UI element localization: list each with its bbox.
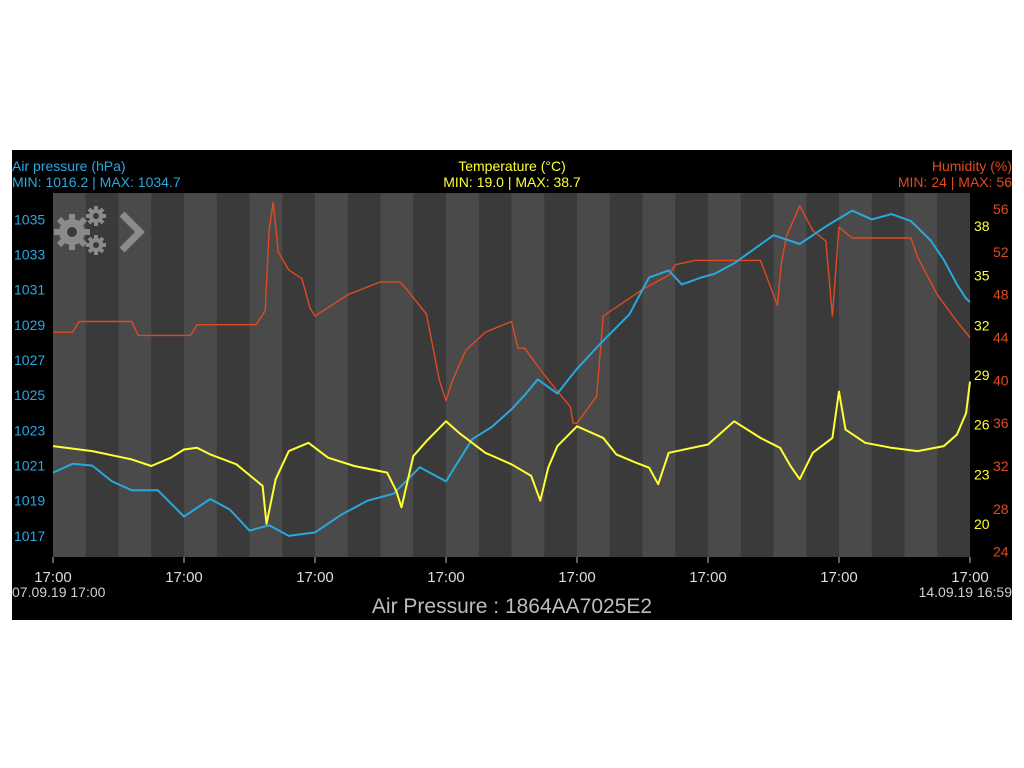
- grid-band: [216, 193, 250, 557]
- humidity-tick-label: 40: [993, 372, 1009, 388]
- temperature-tick-label: 38: [974, 218, 990, 234]
- temperature-legend: Temperature (°C) MIN: 19.0 | MAX: 38.7: [12, 158, 1012, 190]
- pressure-tick-label: 1023: [14, 422, 45, 438]
- humidity-line: [53, 201, 971, 424]
- x-tick-label: 17:00: [34, 569, 72, 586]
- temperature-tick-label: 29: [974, 367, 990, 383]
- pressure-tick-label: 1033: [14, 247, 45, 263]
- x-tick-label: 17:00: [689, 569, 727, 586]
- temperature-series-name: Temperature (°C): [458, 158, 566, 174]
- grid-band: [151, 193, 184, 557]
- grid-band: [478, 193, 512, 557]
- settings-button[interactable]: [52, 202, 112, 258]
- humidity-tick-label: 56: [993, 201, 1009, 217]
- pressure-tick-label: 1017: [14, 528, 45, 544]
- humidity-tick-label: 48: [993, 287, 1009, 303]
- range-end: 14.09.19 16:59: [918, 584, 1012, 600]
- pressure-legend: Air pressure (hPa) MIN: 1016.2 | MAX: 10…: [12, 158, 181, 190]
- humidity-tick-label: 28: [993, 501, 1009, 517]
- range-start: 07.09.19 17:00: [12, 584, 106, 600]
- humidity-series-name: Humidity (%): [931, 158, 1012, 174]
- pressure-tick-label: 1025: [14, 387, 45, 403]
- grid-band: [937, 193, 970, 557]
- temperature-tick-label: 23: [974, 466, 990, 482]
- pressure-tick-label: 1031: [14, 282, 45, 298]
- chart-panel: Air pressure (hPa) MIN: 1016.2 | MAX: 10…: [12, 150, 1012, 620]
- humidity-tick-label: 24: [993, 544, 1009, 560]
- humidity-tick-label: 32: [993, 458, 1009, 474]
- next-button[interactable]: [116, 210, 146, 254]
- x-tick-label: 17:00: [165, 569, 203, 586]
- pressure-tick-label: 1027: [14, 352, 45, 368]
- x-tick-label: 17:00: [427, 569, 465, 586]
- temperature-minmax: MIN: 19.0 | MAX: 38.7: [443, 174, 581, 190]
- pressure-minmax: MIN: 1016.2 | MAX: 1034.7: [12, 174, 181, 190]
- grid-band: [609, 193, 643, 557]
- gears-icon: [54, 206, 106, 255]
- pressure-tick-label: 1029: [14, 317, 45, 333]
- pressure-tick-label: 1019: [14, 493, 45, 509]
- humidity-tick-label: 36: [993, 415, 1009, 431]
- grid-band: [871, 193, 905, 557]
- grid-band: [347, 193, 381, 557]
- x-tick-label: 17:00: [558, 569, 596, 586]
- x-tick-label: 17:00: [296, 569, 334, 586]
- humidity-minmax: MIN: 24 | MAX: 56: [897, 174, 1012, 190]
- chevron-right-icon: [119, 211, 145, 253]
- temperature-tick-label: 20: [974, 516, 990, 532]
- pressure-tick-label: 1021: [14, 458, 45, 474]
- grid-band: [282, 193, 315, 557]
- humidity-tick-label: 52: [993, 244, 1009, 260]
- pressure-line: [52, 209, 971, 537]
- chart-area[interactable]: 1017 1019 1021 1023 1025 1027 1029 1031 1033 1035…: [12, 150, 1012, 620]
- grid-band: [675, 193, 708, 557]
- x-tick-label: 17:00: [951, 569, 989, 586]
- grid-band: [85, 193, 119, 557]
- chart-title: Air Pressure : 1864AA7025E2: [371, 595, 653, 618]
- temperature-tick-label: 32: [974, 317, 990, 333]
- humidity-tick-label: 44: [993, 330, 1009, 346]
- pressure-series-name: Air pressure (hPa): [12, 158, 126, 174]
- temperature-line: [52, 381, 971, 525]
- humidity-legend: Humidity (%) MIN: 24 | MAX: 56: [898, 158, 1012, 190]
- grid-band: [806, 193, 839, 557]
- temperature-tick-label: 26: [974, 417, 990, 433]
- temperature-tick-label: 35: [974, 268, 990, 284]
- pressure-tick-label: 1035: [14, 211, 45, 227]
- x-tick-label: 17:00: [820, 569, 858, 586]
- grid-band: [413, 193, 446, 557]
